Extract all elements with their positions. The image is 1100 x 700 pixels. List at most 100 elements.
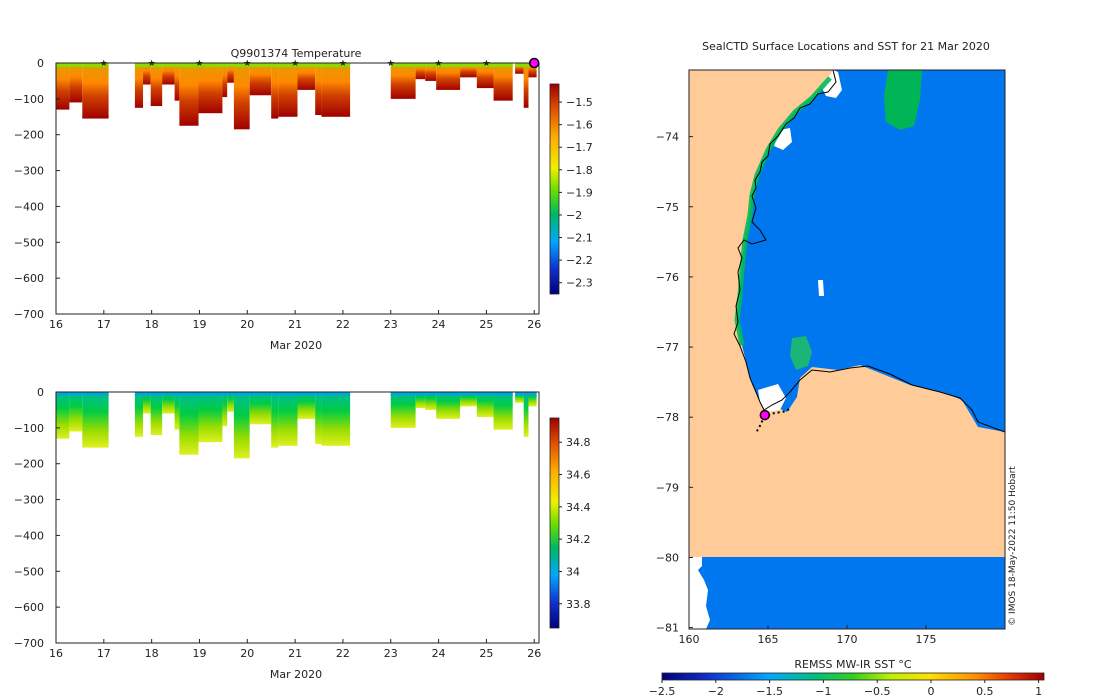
surface-band xyxy=(528,392,537,396)
current-profile-marker xyxy=(528,57,540,69)
profile-column xyxy=(233,392,250,459)
sst-colorbar-tick-label: −2.5 xyxy=(649,685,676,698)
surface-band xyxy=(179,392,199,396)
profile-column xyxy=(179,392,199,455)
surface-band xyxy=(315,63,322,67)
profile-column xyxy=(69,392,83,432)
surface-band xyxy=(515,392,524,396)
surface-band xyxy=(390,392,416,396)
profile-column xyxy=(150,392,163,436)
y-tick-label: 0 xyxy=(37,386,44,399)
surface-band xyxy=(134,63,144,67)
profile-column xyxy=(436,63,461,90)
temperature-y-ticks: 0 −100 −200 −300 −400 −500 −600 −700 xyxy=(14,57,60,321)
profile-column xyxy=(162,63,175,85)
profile-column xyxy=(321,63,351,117)
y-tick-label: −200 xyxy=(14,458,44,471)
sst-colorbar-tick-label: −2 xyxy=(708,685,724,698)
profile-column xyxy=(174,392,180,430)
map-x-tick-label: 170 xyxy=(837,633,858,646)
profile-marker: ★ xyxy=(291,59,299,69)
surface-band xyxy=(523,392,529,396)
surface-band xyxy=(56,392,70,396)
surface-band xyxy=(134,392,144,396)
y-tick-label: −400 xyxy=(14,200,44,213)
profile-column xyxy=(390,63,416,99)
profile-column xyxy=(162,392,175,414)
sst-colorbar-tick-label: 0 xyxy=(928,685,935,698)
sst-colorbar-tick-label: −0.5 xyxy=(864,685,891,698)
map-y-tick-label: −80 xyxy=(656,551,679,564)
map-x-ticks: 160 165 170 175 xyxy=(679,625,937,646)
surface-band xyxy=(271,392,279,396)
profile-column xyxy=(415,63,426,80)
salinity-colorbar xyxy=(549,417,560,629)
sst-colorbar-tick-label: 0.5 xyxy=(976,685,994,698)
map-y-tick-label: −78 xyxy=(656,411,679,424)
profile-column xyxy=(227,392,234,412)
surface-band xyxy=(390,63,416,67)
southern-green-patch xyxy=(790,336,812,370)
profile-column xyxy=(425,392,437,410)
profile-marker: ★ xyxy=(482,59,490,69)
profile-marker: ★ xyxy=(148,59,156,69)
profile-column xyxy=(297,392,316,419)
x-tick-label: 22 xyxy=(336,647,350,660)
profile-column xyxy=(493,392,513,430)
surface-band xyxy=(523,63,529,67)
x-tick-label: 19 xyxy=(192,318,206,331)
surface-band xyxy=(56,63,70,67)
surface-band xyxy=(425,63,437,67)
y-tick-label: −300 xyxy=(14,165,44,178)
profile-column xyxy=(233,63,250,130)
x-tick-label: 17 xyxy=(97,318,111,331)
surface-band xyxy=(150,392,163,396)
colorbar-tick-label: −1.7 xyxy=(566,141,593,154)
surface-band xyxy=(278,392,298,396)
profile-column xyxy=(174,63,180,101)
profile-column xyxy=(297,63,316,90)
profile-column xyxy=(415,392,426,409)
surface-band xyxy=(460,63,477,67)
surface-band xyxy=(82,63,109,67)
surface-band xyxy=(82,392,109,396)
surface-band xyxy=(315,392,322,396)
surface-band xyxy=(233,63,250,67)
profile-column xyxy=(69,63,83,103)
x-tick-label: 16 xyxy=(49,647,63,660)
surface-band xyxy=(476,392,494,396)
x-tick-label: 20 xyxy=(240,318,254,331)
profile-column xyxy=(476,392,494,418)
sst-colorbar-label: REMSS MW-IR SST °C xyxy=(794,658,912,671)
x-tick-label: 25 xyxy=(479,318,493,331)
colorbar-tick-label: −2.3 xyxy=(566,277,593,290)
salinity-axes-frame xyxy=(55,391,540,644)
y-tick-label: −100 xyxy=(14,422,44,435)
surface-band xyxy=(222,63,228,67)
profile-column xyxy=(271,63,279,119)
y-tick-label: −500 xyxy=(14,236,44,249)
profile-marker: ★ xyxy=(435,59,443,69)
surface-band xyxy=(150,63,163,67)
profile-marker: ★ xyxy=(243,59,251,69)
map-x-tick-label: 165 xyxy=(758,633,779,646)
surface-band xyxy=(249,392,272,396)
surface-band xyxy=(476,63,494,67)
profile-column xyxy=(179,63,199,126)
colorbar-tick-label: −2.2 xyxy=(566,254,593,267)
profile-marker: ★ xyxy=(195,59,203,69)
profile-column xyxy=(315,63,322,115)
profile-column xyxy=(523,392,529,437)
temperature-colorbar-ticks: −1.5 −1.6 −1.7 −1.8 −1.9 −2 −2.1 −2.2 −2.3 xyxy=(559,96,593,290)
x-tick-label: 16 xyxy=(49,318,63,331)
surface-band xyxy=(227,392,234,396)
surface-band xyxy=(415,392,426,396)
sst-colorbar xyxy=(661,672,1045,681)
sst-colorbar-tick-label: −1 xyxy=(815,685,831,698)
x-tick-label: 26 xyxy=(527,318,541,331)
profile-column xyxy=(321,392,351,446)
surface-band xyxy=(162,392,175,396)
map-x-tick-label: 175 xyxy=(916,633,937,646)
temperature-profiles xyxy=(56,63,537,130)
temperature-panel: Q9901374 Temperature 16 17 18 19 20 21 22 23 24 2… xyxy=(14,47,593,352)
